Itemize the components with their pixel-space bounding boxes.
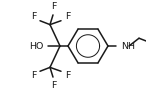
Text: HO: HO — [29, 42, 43, 51]
Text: F: F — [51, 81, 57, 90]
Text: NH: NH — [121, 42, 135, 51]
Text: F: F — [31, 12, 36, 21]
Text: F: F — [31, 71, 36, 80]
Text: F: F — [51, 2, 57, 11]
Text: F: F — [65, 12, 70, 21]
Text: F: F — [65, 71, 70, 80]
